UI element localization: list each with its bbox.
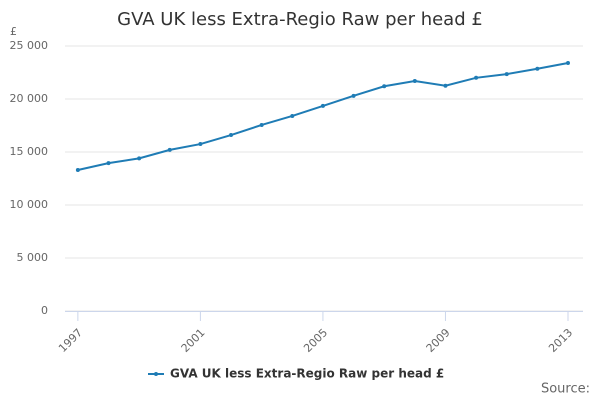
y-tick-label: 25 000: [10, 39, 49, 52]
line: [77, 61, 569, 171]
x-tick-label: 2001: [179, 326, 208, 355]
point: [474, 75, 479, 80]
legend-label: GVA UK less Extra-Regio Raw per head £: [170, 367, 444, 381]
point: [382, 84, 387, 89]
point: [320, 103, 325, 108]
chart-title: GVA UK less Extra-Regio Raw per head £: [117, 9, 483, 30]
y-tick-label: 15 000: [10, 145, 49, 158]
point: [443, 83, 448, 88]
point: [167, 147, 172, 152]
point: [351, 93, 356, 98]
y-tick-label: 10 000: [10, 198, 49, 211]
point: [290, 113, 295, 118]
point: [535, 66, 540, 71]
x-tick-label: 1997: [56, 326, 85, 355]
point: [259, 122, 264, 127]
point: [412, 78, 417, 83]
point: [106, 161, 111, 166]
x-tick-label: 2013: [546, 326, 575, 355]
point: [229, 133, 234, 138]
point: [565, 60, 570, 65]
point: [137, 156, 142, 161]
point: [75, 168, 80, 173]
y-tick-label: 0: [41, 304, 48, 317]
point: [504, 72, 509, 77]
point: [198, 142, 203, 147]
x-tick-label: 2005: [301, 326, 330, 355]
source: Source:: [541, 382, 590, 397]
y-tick-label: 20 000: [10, 92, 49, 105]
y-tick-label: 5 000: [17, 251, 49, 264]
legend-symbol: [154, 372, 158, 376]
x-tick-label: 2009: [424, 326, 453, 355]
y-axis-label: £: [10, 25, 17, 38]
